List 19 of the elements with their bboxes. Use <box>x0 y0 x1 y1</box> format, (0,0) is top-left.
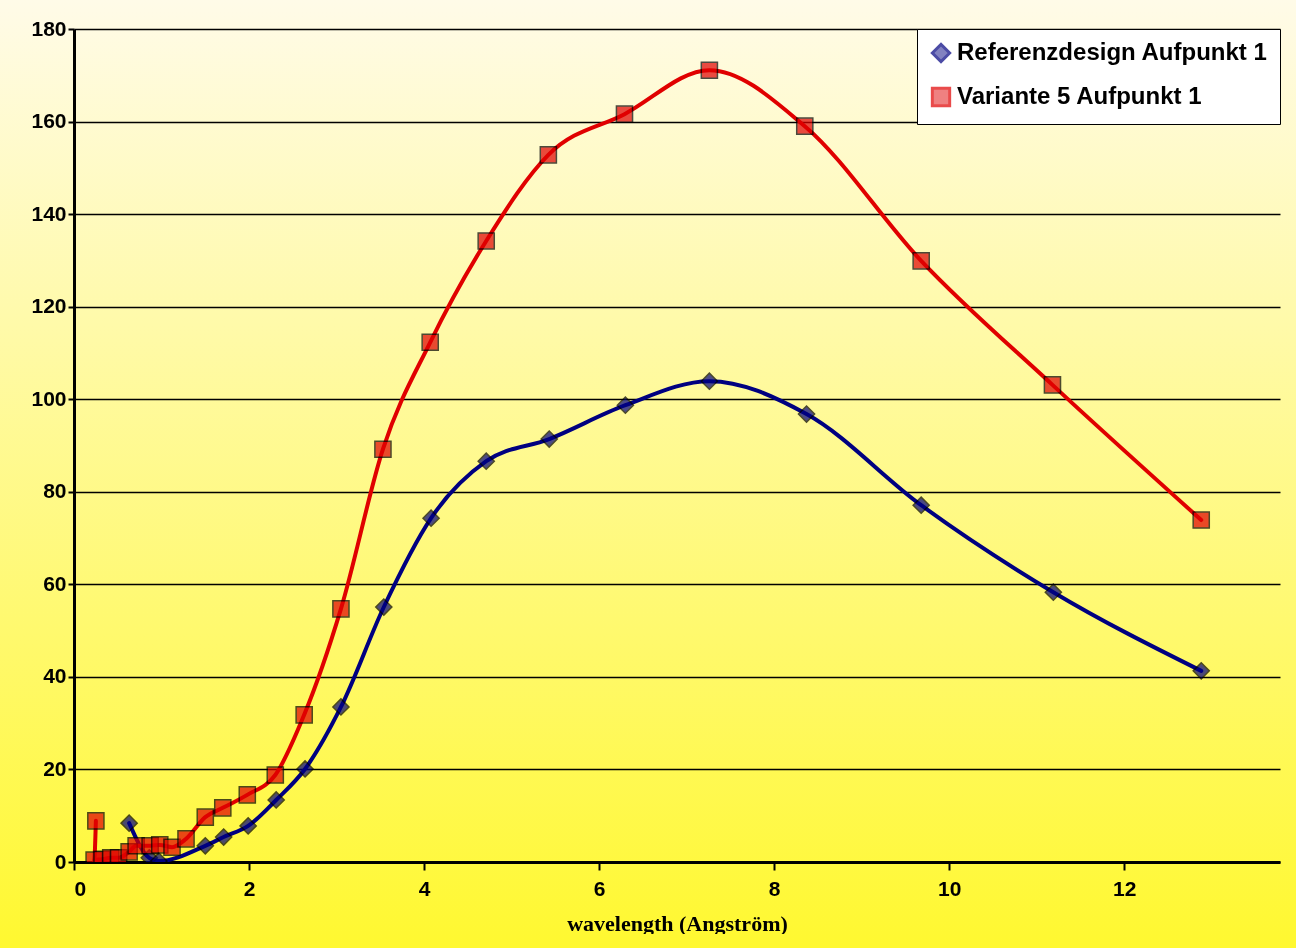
x-tick-label: 8 <box>768 876 781 900</box>
y-tick-label: 120 <box>31 294 67 318</box>
x-tick-label: 4 <box>418 876 431 900</box>
x-tick-label: 6 <box>593 876 606 900</box>
y-tick-label: 160 <box>31 109 67 133</box>
y-tick-label: 40 <box>43 664 67 688</box>
x-tick-label: 10 <box>938 876 962 900</box>
y-tick-label: 140 <box>31 201 67 225</box>
y-tick-label: 180 <box>31 16 67 40</box>
x-tick-label: 2 <box>243 876 256 900</box>
legend-label: Variante 5 Aufpunkt 1 <box>957 82 1202 109</box>
y-tick-label: 80 <box>43 479 67 503</box>
y-tick-label: 100 <box>31 386 67 410</box>
legend-label: Referenzdesign Aufpunkt 1 <box>957 38 1267 65</box>
y-tick-label: 0 <box>54 849 67 873</box>
x-tick-label: 12 <box>1113 876 1137 900</box>
y-tick-label: 20 <box>43 756 67 780</box>
y-tick-label: 60 <box>43 571 67 595</box>
x-tick-label: 0 <box>74 876 87 900</box>
